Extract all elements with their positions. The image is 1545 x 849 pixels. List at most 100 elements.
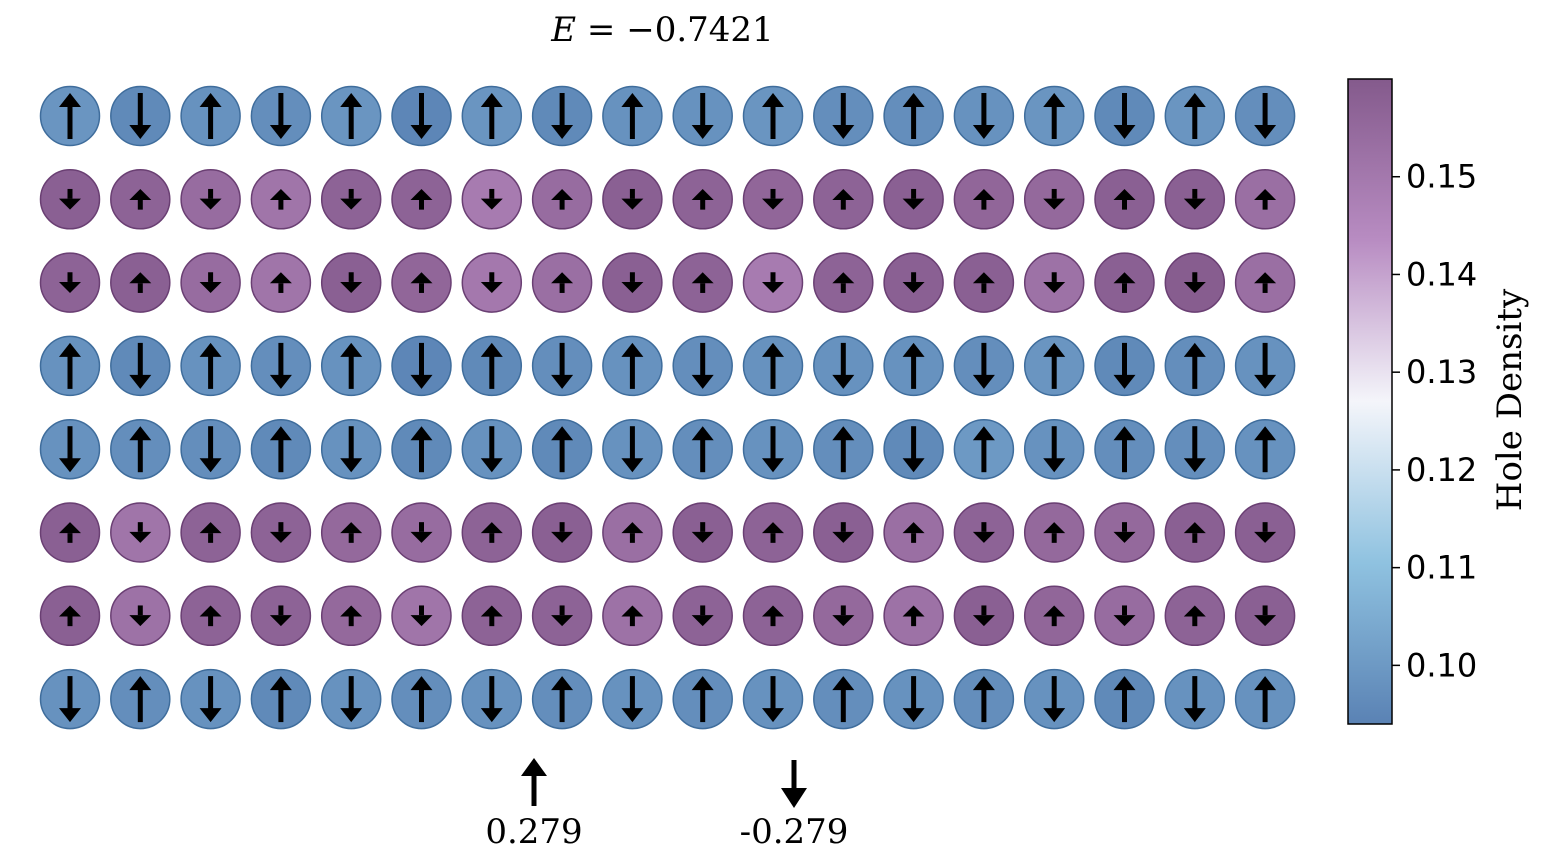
- spin-up-arrow: [199, 522, 222, 543]
- legend-up-label: 0.279: [485, 812, 582, 849]
- lattice-site: [1094, 169, 1155, 230]
- lattice-site: [953, 85, 1015, 147]
- spin-down-arrow: [340, 676, 363, 723]
- lattice-site: [813, 169, 874, 230]
- spin-up-arrow: [1043, 342, 1066, 389]
- lattice-site: [250, 252, 312, 313]
- lattice-site: [672, 169, 733, 230]
- spin-down-arrow: [621, 426, 644, 473]
- spin-down-arrow: [621, 676, 644, 723]
- spin-down-arrow: [480, 426, 503, 473]
- spin-down-arrow: [59, 188, 81, 210]
- spin-up-arrow: [59, 605, 81, 627]
- spin-up-arrow: [1113, 426, 1136, 473]
- lattice-site: [110, 252, 171, 313]
- lattice-site: [883, 252, 944, 313]
- lattice-site: [320, 668, 382, 730]
- legend-up-arrow: [521, 758, 547, 806]
- lattice-site: [320, 418, 382, 480]
- spin-up-arrow: [551, 676, 574, 723]
- spin-down-arrow: [972, 605, 995, 627]
- spin-down-arrow: [129, 605, 152, 627]
- spin-down-arrow: [480, 272, 503, 293]
- spin-up-arrow: [902, 605, 925, 627]
- lattice-site: [1164, 85, 1226, 147]
- lattice-site: [672, 502, 733, 563]
- lattice-site: [1094, 585, 1155, 647]
- lattice-site: [1094, 502, 1155, 563]
- lattice-site: [250, 585, 312, 647]
- lattice-site: [672, 252, 733, 313]
- lattice-site: [250, 502, 312, 563]
- spin-down-arrow: [1183, 272, 1206, 293]
- lattice-site: [531, 502, 593, 563]
- spin-up-arrow: [410, 426, 433, 473]
- spin-down-arrow: [551, 93, 574, 139]
- lattice-site: [602, 169, 663, 230]
- spin-up-arrow: [480, 342, 503, 389]
- lattice-site: [180, 169, 241, 230]
- lattice-site: [883, 335, 944, 397]
- lattice-site: [39, 252, 101, 313]
- spin-up-arrow: [1183, 522, 1206, 543]
- lattice-site: [1094, 85, 1155, 147]
- lattice-site: [461, 85, 523, 147]
- spin-down-arrow: [832, 522, 855, 543]
- spin-down-arrow: [902, 426, 925, 473]
- lattice-site: [672, 85, 733, 147]
- spin-down-arrow: [1113, 93, 1136, 139]
- spin-up-arrow: [340, 605, 363, 627]
- lattice-site: [813, 502, 874, 563]
- lattice-site: [813, 668, 874, 730]
- spin-down-arrow: [269, 522, 292, 543]
- spin-up-arrow: [269, 676, 292, 723]
- lattice-site: [391, 668, 452, 730]
- spin-up-arrow: [972, 188, 995, 210]
- lattice-site: [1023, 335, 1085, 397]
- lattice-site: [1234, 85, 1296, 147]
- lattice-site: [953, 418, 1015, 480]
- spin-up-arrow: [832, 188, 855, 210]
- lattice-site: [953, 668, 1015, 730]
- lattice-site: [602, 585, 663, 647]
- spin-down-arrow: [621, 272, 644, 293]
- lattice-site: [531, 335, 593, 397]
- colorbar-label: Hole Density: [1490, 288, 1530, 512]
- spin-up-arrow: [1254, 426, 1277, 473]
- spin-down-arrow: [269, 342, 292, 389]
- lattice-site: [320, 502, 382, 563]
- spin-up-arrow: [762, 522, 784, 543]
- lattice-site: [953, 252, 1015, 313]
- lattice-site: [531, 252, 593, 313]
- spin-up-arrow: [1183, 342, 1206, 389]
- lattice-site: [742, 252, 804, 313]
- lattice-site: [110, 335, 171, 397]
- lattice-site: [602, 668, 663, 730]
- spin-up-arrow: [129, 426, 152, 473]
- lattice-site: [1234, 169, 1296, 230]
- spin-up-arrow: [621, 522, 644, 543]
- spin-grid: [39, 85, 1296, 730]
- spin-up-arrow: [269, 272, 292, 293]
- spin-up-arrow: [340, 342, 363, 389]
- spin-up-arrow: [691, 676, 714, 723]
- lattice-site: [672, 668, 733, 730]
- spin-down-arrow: [340, 426, 363, 473]
- lattice-site: [1234, 668, 1296, 730]
- lattice-site: [742, 502, 804, 563]
- spin-down-arrow: [972, 522, 995, 543]
- energy-value: −0.7421: [626, 10, 774, 50]
- spin-down-arrow: [1183, 426, 1206, 473]
- spin-down-arrow: [832, 342, 855, 389]
- spin-down-arrow: [1043, 426, 1066, 473]
- spin-up-arrow: [762, 93, 784, 139]
- lattice-site: [320, 85, 382, 147]
- spin-down-arrow: [1043, 188, 1066, 210]
- lattice-site: [1234, 418, 1296, 480]
- spin-down-arrow: [551, 522, 574, 543]
- spin-up-arrow: [832, 426, 855, 473]
- lattice-site: [110, 502, 171, 563]
- spin-down-arrow: [1254, 605, 1277, 627]
- spin-up-arrow: [1183, 605, 1206, 627]
